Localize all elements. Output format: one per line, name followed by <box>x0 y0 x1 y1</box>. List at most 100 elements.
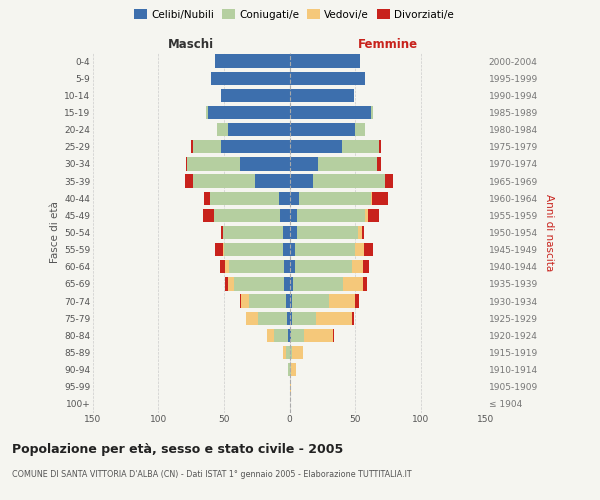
Legend: Celibi/Nubili, Coniugati/e, Vedovi/e, Divorziati/e: Celibi/Nubili, Coniugati/e, Vedovi/e, Di… <box>130 5 458 24</box>
Bar <box>191 140 193 153</box>
Bar <box>291 328 304 342</box>
Bar <box>186 157 187 170</box>
Bar <box>223 226 283 239</box>
Bar <box>258 312 287 325</box>
Bar <box>342 140 379 153</box>
Bar <box>377 157 381 170</box>
Bar <box>249 294 286 308</box>
Bar <box>240 294 241 308</box>
Bar <box>329 294 355 308</box>
Bar <box>274 328 288 342</box>
Bar <box>290 88 353 102</box>
Bar <box>290 380 291 394</box>
Bar <box>286 294 290 308</box>
Bar <box>223 243 224 256</box>
Bar <box>215 243 223 256</box>
Bar <box>363 277 367 290</box>
Bar <box>333 328 334 342</box>
Bar <box>364 243 373 256</box>
Bar <box>290 346 292 359</box>
Bar <box>293 277 343 290</box>
Bar <box>228 123 290 136</box>
Bar <box>298 226 358 239</box>
Bar <box>267 328 274 342</box>
Bar <box>226 260 229 274</box>
Bar <box>290 294 292 308</box>
Bar <box>304 328 333 342</box>
Bar <box>287 312 290 325</box>
Bar <box>363 260 370 274</box>
Bar <box>290 260 295 274</box>
Bar <box>208 106 290 119</box>
Bar <box>371 192 372 205</box>
Bar <box>280 208 290 222</box>
Bar <box>221 88 290 102</box>
Bar <box>290 192 299 205</box>
Bar <box>290 157 319 170</box>
Text: COMUNE DI SANTA VITTORIA D'ALBA (CN) - Dati ISTAT 1° gennaio 2005 - Elaborazione: COMUNE DI SANTA VITTORIA D'ALBA (CN) - D… <box>12 470 412 479</box>
Bar <box>193 174 256 188</box>
Text: Femmine: Femmine <box>358 38 418 51</box>
Bar <box>290 363 291 376</box>
Bar <box>214 208 280 222</box>
Bar <box>283 346 286 359</box>
Bar <box>215 54 290 68</box>
Bar <box>221 140 290 153</box>
Bar <box>313 174 385 188</box>
Bar <box>256 174 290 188</box>
Bar <box>385 174 393 188</box>
Bar <box>355 294 359 308</box>
Bar <box>290 140 342 153</box>
Bar <box>379 140 381 153</box>
Bar <box>290 243 295 256</box>
Bar <box>290 328 291 342</box>
Bar <box>283 243 290 256</box>
Bar <box>358 226 362 239</box>
Bar <box>246 312 258 325</box>
Bar <box>185 174 193 188</box>
Y-axis label: Fasce di età: Fasce di età <box>50 202 60 264</box>
Bar <box>295 260 352 274</box>
Bar <box>240 157 290 170</box>
Bar <box>203 208 214 222</box>
Bar <box>288 363 290 376</box>
Bar <box>372 192 388 205</box>
Bar <box>290 208 298 222</box>
Bar <box>206 106 208 119</box>
Bar <box>205 192 209 205</box>
Bar <box>235 277 284 290</box>
Bar <box>228 277 235 290</box>
Bar <box>284 277 290 290</box>
Bar <box>290 123 355 136</box>
Bar <box>290 312 292 325</box>
Bar <box>286 346 290 359</box>
Text: Maschi: Maschi <box>168 38 214 51</box>
Bar <box>283 226 290 239</box>
Bar <box>209 192 279 205</box>
Bar <box>279 192 290 205</box>
Bar <box>355 243 364 256</box>
Bar <box>290 226 298 239</box>
Y-axis label: Anni di nascita: Anni di nascita <box>544 194 554 271</box>
Bar <box>220 260 226 274</box>
Bar <box>298 208 365 222</box>
Bar <box>187 157 240 170</box>
Bar <box>343 277 363 290</box>
Bar <box>288 328 290 342</box>
Bar <box>193 140 221 153</box>
Bar <box>292 312 316 325</box>
Bar <box>211 72 290 85</box>
Bar <box>352 312 353 325</box>
Bar <box>371 106 373 119</box>
Bar <box>295 243 355 256</box>
Bar <box>365 208 368 222</box>
Bar <box>224 243 283 256</box>
Bar <box>368 208 379 222</box>
Bar <box>226 277 228 290</box>
Bar <box>229 260 284 274</box>
Bar <box>319 157 377 170</box>
Bar <box>291 363 296 376</box>
Bar <box>217 123 228 136</box>
Bar <box>290 106 371 119</box>
Bar <box>290 277 293 290</box>
